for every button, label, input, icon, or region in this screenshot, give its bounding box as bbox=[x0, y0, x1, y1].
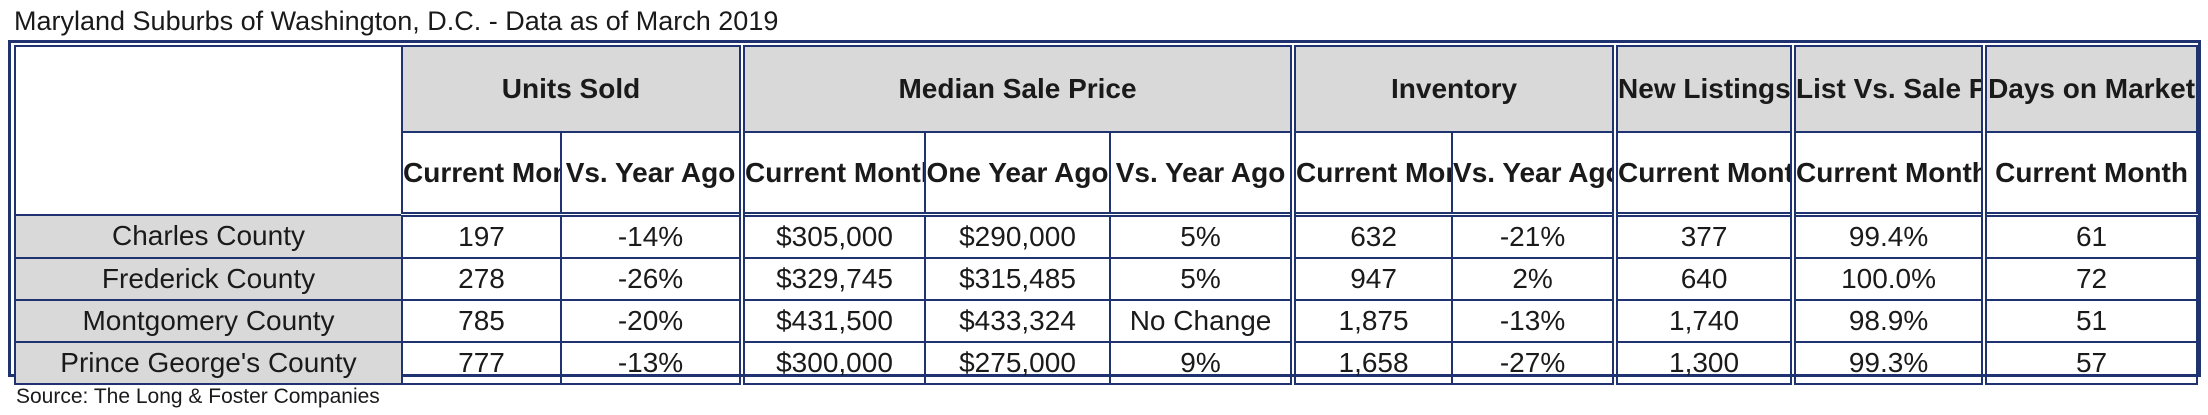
county-name: Prince George's County bbox=[14, 341, 403, 385]
list-vs-sale-cell: 100.0% bbox=[1790, 257, 1986, 301]
sub-header-row: Current Month Vs. Year Ago Current Month… bbox=[15, 131, 2199, 217]
subheader-units-current-month: Current Month bbox=[401, 131, 562, 217]
new-listings-cell: 1,300 bbox=[1612, 341, 1795, 385]
subheader-price-current-month: Current Month bbox=[739, 131, 927, 217]
group-new-listings: New Listings bbox=[1612, 45, 1795, 133]
table-row: Montgomery County 785 -20% $431,500 $433… bbox=[14, 299, 2199, 343]
list-vs-sale-cell: 99.4% bbox=[1790, 213, 1986, 259]
days-on-market-cell: 51 bbox=[1981, 299, 2199, 343]
units-vs-cell: -13% bbox=[559, 341, 744, 385]
price-vs-cell: 5% bbox=[1109, 257, 1295, 301]
subheader-new-listings-current-month: Current Month bbox=[1612, 131, 1795, 217]
subheader-days-on-market-current-month: Current Month bbox=[1981, 131, 2199, 217]
table-row: Charles County 197 -14% $305,000 $290,00… bbox=[14, 213, 2199, 259]
units-current-cell: 197 bbox=[401, 213, 562, 259]
inventory-current-cell: 947 bbox=[1290, 257, 1454, 301]
subheader-list-vs-sale-current-month: Current Month bbox=[1790, 131, 1986, 217]
subheader-inventory-vs-year-ago: Vs. Year Ago bbox=[1451, 131, 1617, 217]
corner-cell bbox=[14, 45, 403, 216]
subheader-price-vs-year-ago: Vs. Year Ago bbox=[1109, 131, 1295, 217]
price-year-ago-cell: $315,485 bbox=[924, 257, 1112, 301]
group-header-row: Units Sold Median Sale Price Inventory N… bbox=[14, 45, 2199, 216]
inventory-current-cell: 632 bbox=[1290, 213, 1454, 259]
new-listings-cell: 377 bbox=[1612, 213, 1795, 259]
market-data-table: Units Sold Median Sale Price Inventory N… bbox=[14, 45, 2199, 385]
new-listings-cell: 1,740 bbox=[1612, 299, 1795, 343]
price-vs-cell: 9% bbox=[1109, 341, 1295, 385]
inventory-vs-cell: -13% bbox=[1451, 299, 1617, 343]
table-row: Frederick County 278 -26% $329,745 $315,… bbox=[14, 257, 2199, 301]
units-current-cell: 278 bbox=[401, 257, 562, 301]
units-vs-cell: -20% bbox=[559, 299, 744, 343]
price-current-cell: $431,500 bbox=[739, 299, 927, 343]
group-units-sold: Units Sold bbox=[400, 45, 744, 133]
price-year-ago-cell: $433,324 bbox=[924, 299, 1112, 343]
price-current-cell: $329,745 bbox=[739, 257, 927, 301]
price-year-ago-cell: $290,000 bbox=[924, 213, 1112, 259]
group-days-on-market: Days on Market bbox=[1981, 45, 2199, 133]
subheader-price-one-year-ago: One Year Ago bbox=[924, 131, 1112, 217]
source-note: Source: The Long & Foster Companies bbox=[16, 385, 380, 408]
inventory-vs-cell: -27% bbox=[1451, 341, 1617, 385]
group-inventory: Inventory bbox=[1290, 45, 1617, 133]
price-current-cell: $305,000 bbox=[739, 213, 927, 259]
units-current-cell: 777 bbox=[401, 341, 562, 385]
subheader-units-vs-year-ago: Vs. Year Ago bbox=[559, 131, 744, 217]
price-vs-cell: 5% bbox=[1109, 213, 1295, 259]
units-vs-cell: -14% bbox=[559, 213, 744, 259]
price-vs-cell: No Change bbox=[1109, 299, 1295, 343]
price-current-cell: $300,000 bbox=[739, 341, 927, 385]
county-name: Frederick County bbox=[14, 257, 403, 301]
days-on-market-cell: 72 bbox=[1981, 257, 2199, 301]
units-vs-cell: -26% bbox=[559, 257, 744, 301]
list-vs-sale-cell: 99.3% bbox=[1790, 341, 1986, 385]
inventory-current-cell: 1,658 bbox=[1290, 341, 1454, 385]
county-name: Montgomery County bbox=[14, 299, 403, 343]
table-row: Prince George's County 777 -13% $300,000… bbox=[14, 341, 2199, 385]
county-name: Charles County bbox=[14, 213, 403, 259]
inventory-vs-cell: -21% bbox=[1451, 213, 1617, 259]
list-vs-sale-cell: 98.9% bbox=[1790, 299, 1986, 343]
subheader-inventory-current-month: Current Month bbox=[1290, 131, 1454, 217]
page-title: Maryland Suburbs of Washington, D.C. - D… bbox=[14, 6, 779, 36]
group-list-vs-sale-price: List Vs. Sale Price bbox=[1790, 45, 1986, 133]
new-listings-cell: 640 bbox=[1612, 257, 1795, 301]
days-on-market-cell: 57 bbox=[1981, 341, 2199, 385]
price-year-ago-cell: $275,000 bbox=[924, 341, 1112, 385]
group-median-sale-price: Median Sale Price bbox=[739, 45, 1295, 133]
inventory-current-cell: 1,875 bbox=[1290, 299, 1454, 343]
inventory-vs-cell: 2% bbox=[1451, 257, 1617, 301]
units-current-cell: 785 bbox=[401, 299, 562, 343]
days-on-market-cell: 61 bbox=[1981, 213, 2199, 259]
